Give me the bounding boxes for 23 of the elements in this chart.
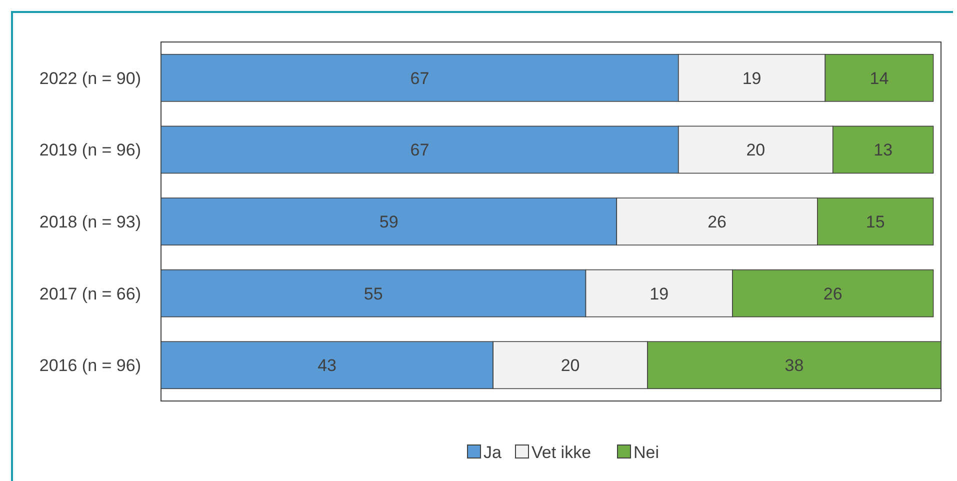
data-label: 26 <box>708 212 726 232</box>
data-label: 15 <box>866 212 885 232</box>
data-label: 26 <box>823 284 842 304</box>
y-tick-label: 2019 (n = 96) <box>39 140 141 160</box>
data-label: 67 <box>410 140 430 160</box>
data-label: 67 <box>410 68 430 88</box>
data-label: 20 <box>560 356 580 376</box>
data-label: 14 <box>870 68 889 88</box>
data-label: 19 <box>742 68 762 88</box>
y-tick-label: 2018 (n = 93) <box>39 212 141 232</box>
legend-label: Nei <box>634 442 660 462</box>
data-label: 19 <box>650 284 669 304</box>
data-label: 20 <box>746 140 766 160</box>
legend-label: Ja <box>484 442 502 462</box>
data-label: 38 <box>784 356 804 376</box>
legend-label: Vet ikke <box>532 442 592 462</box>
y-tick-label: 2016 (n = 96) <box>39 356 141 376</box>
y-tick-label: 2017 (n = 66) <box>39 284 141 304</box>
data-label: 43 <box>318 356 336 376</box>
y-tick-label: 2022 (n = 90) <box>39 68 141 88</box>
data-label: 13 <box>874 140 893 160</box>
data-label: 55 <box>364 284 383 304</box>
data-label: 59 <box>379 212 398 232</box>
